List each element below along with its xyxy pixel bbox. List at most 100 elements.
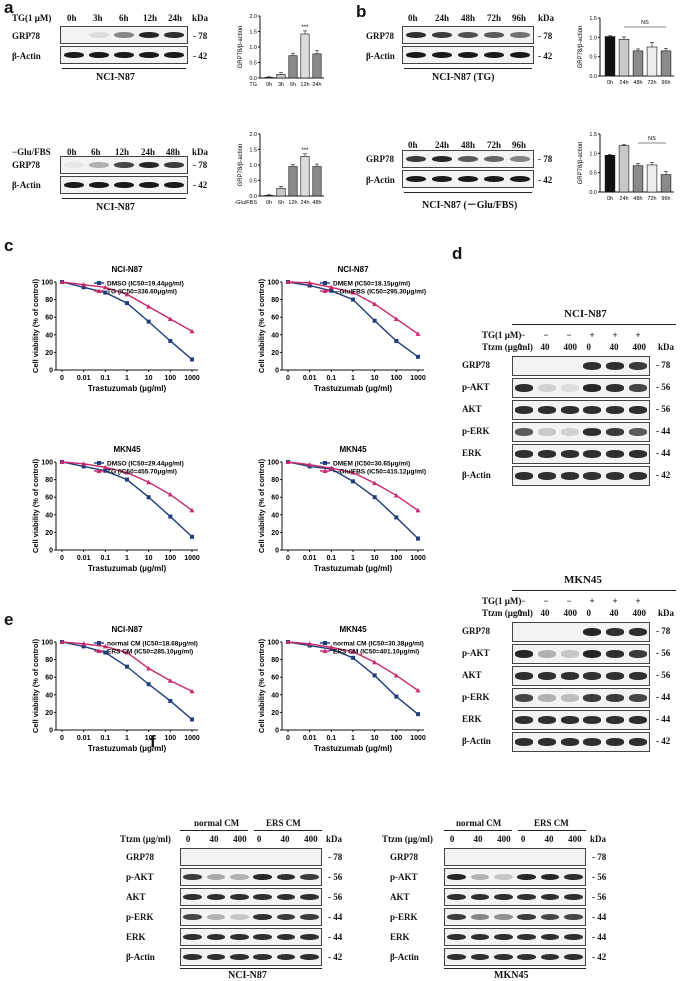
time-label: 0h [408, 140, 418, 150]
blot-band [470, 873, 490, 881]
blot-band [560, 694, 579, 702]
cell-line-label: MKN45 [564, 574, 602, 586]
lane-dose: 400 [632, 608, 647, 618]
y-tick-label: 40 [45, 512, 53, 519]
data-point [146, 682, 151, 687]
blot-band [139, 51, 160, 59]
lane-dose: 40 [544, 834, 554, 844]
blot-band [230, 893, 249, 901]
marker-label: - 42 [656, 470, 671, 480]
blot-band [509, 155, 531, 163]
bar [632, 50, 644, 77]
blot-band [183, 933, 202, 941]
blot-band [515, 694, 534, 702]
x-tick-label: 0 [286, 375, 290, 382]
lane-dose: 400 [632, 342, 647, 352]
protein-label: GRP78 [462, 360, 490, 370]
protein-label: β-Actin [12, 51, 41, 61]
lane-dose: 400 [233, 834, 247, 844]
blot-band [515, 716, 534, 724]
x-tick-label: 100 [390, 375, 402, 382]
data-point [168, 338, 173, 343]
blot-band [483, 51, 505, 59]
x-prefix-label: TG [249, 82, 257, 88]
y-tick-label: 80 [45, 297, 53, 304]
x-tick-label: 3h [278, 82, 284, 88]
y-tick-label: 20 [271, 350, 279, 357]
data-point [167, 678, 173, 683]
chart-title: NCI-N87 [111, 265, 143, 274]
data-point [393, 316, 399, 321]
x-tick-label: 100 [164, 735, 176, 742]
blot-band [276, 913, 296, 921]
blot-band [515, 672, 534, 680]
cell-line-label: NCI-N87 [228, 970, 267, 981]
marker-label: - 44 [328, 932, 343, 942]
x-tick-label: 1 [351, 375, 355, 382]
y-tick-label: 40 [45, 332, 53, 339]
blot-band [537, 472, 557, 480]
blot-strip [512, 444, 650, 464]
blot-band [300, 893, 319, 901]
blot-band [509, 31, 531, 39]
legend-label: DMSO (IC50=19.44μg/ml) [107, 281, 184, 288]
y-tick-label: 0 [49, 368, 53, 375]
marker-label: - 42 [538, 175, 553, 185]
blot-band [537, 738, 557, 746]
blot-band [583, 672, 602, 680]
blot-rows: GRP78 - 78 p-AKT - 56 AKT - 56 p-ERK - 44 ERK - 4… [386, 848, 626, 974]
blot-strip [512, 422, 650, 442]
y-axis-label: GRP78/β-action [238, 144, 244, 187]
x-tick-label: 100 [164, 375, 176, 382]
data-point [103, 650, 108, 655]
time-label: 96h [512, 140, 527, 150]
blot-band [470, 933, 490, 941]
y-tick-label: 2.0 [249, 132, 257, 138]
x-tick-label: 12h [288, 200, 297, 206]
y-tick-label: 100 [41, 640, 53, 647]
blot-band [517, 873, 536, 881]
lane-sign: − [543, 596, 549, 606]
x-tick-label: 0.01 [77, 375, 91, 382]
blot-band [605, 628, 625, 636]
blot-band [483, 175, 505, 183]
bar-chart-b1: 0.0 0.5 1.0 1.5 GRP78/β-action 0h 24h 48h 72h 96h… [578, 16, 674, 86]
blot-band [63, 181, 84, 189]
time-label: 24h [435, 13, 450, 23]
x-tick-label: 10 [371, 735, 379, 742]
y-tick-label: 100 [267, 280, 279, 287]
blot-strip [512, 644, 650, 664]
blot-strip [180, 888, 322, 906]
blot-band [183, 893, 202, 901]
y-tick-label: 20 [45, 530, 53, 537]
panel-f-left-blot: normal CM ERS CM Ttzm (μg/ml) kDa 0 40 400… [120, 818, 360, 981]
x-tick-label: 24h [312, 82, 321, 88]
blot-band [537, 406, 557, 414]
bar [312, 166, 322, 197]
blot-band [139, 181, 160, 189]
blot-strip [512, 688, 650, 708]
kda-label: kDa [192, 147, 209, 157]
lane-dose: 40 [209, 834, 219, 844]
legend-marker [96, 648, 102, 653]
y-tick-label: 0 [49, 728, 53, 735]
protein-label: ERK [462, 714, 482, 724]
time-label: 12h [115, 147, 130, 157]
data-point [307, 641, 313, 646]
blot-band [509, 175, 531, 183]
lane-sign: + [635, 330, 641, 340]
x-tick-label: 0.01 [77, 735, 91, 742]
blot-band [560, 428, 579, 436]
blot-band [405, 175, 427, 183]
blot-band [560, 384, 579, 392]
blot-band [431, 175, 453, 183]
x-tick-label: 10 [371, 555, 379, 562]
x-tick-label: 0h [607, 196, 613, 202]
y-tick-label: 0 [49, 548, 53, 555]
blot-band [605, 472, 625, 480]
x-tick-label: 0.01 [303, 375, 317, 382]
bar [646, 164, 658, 193]
blot-band [470, 913, 490, 921]
protein-label: p-ERK [462, 692, 490, 702]
